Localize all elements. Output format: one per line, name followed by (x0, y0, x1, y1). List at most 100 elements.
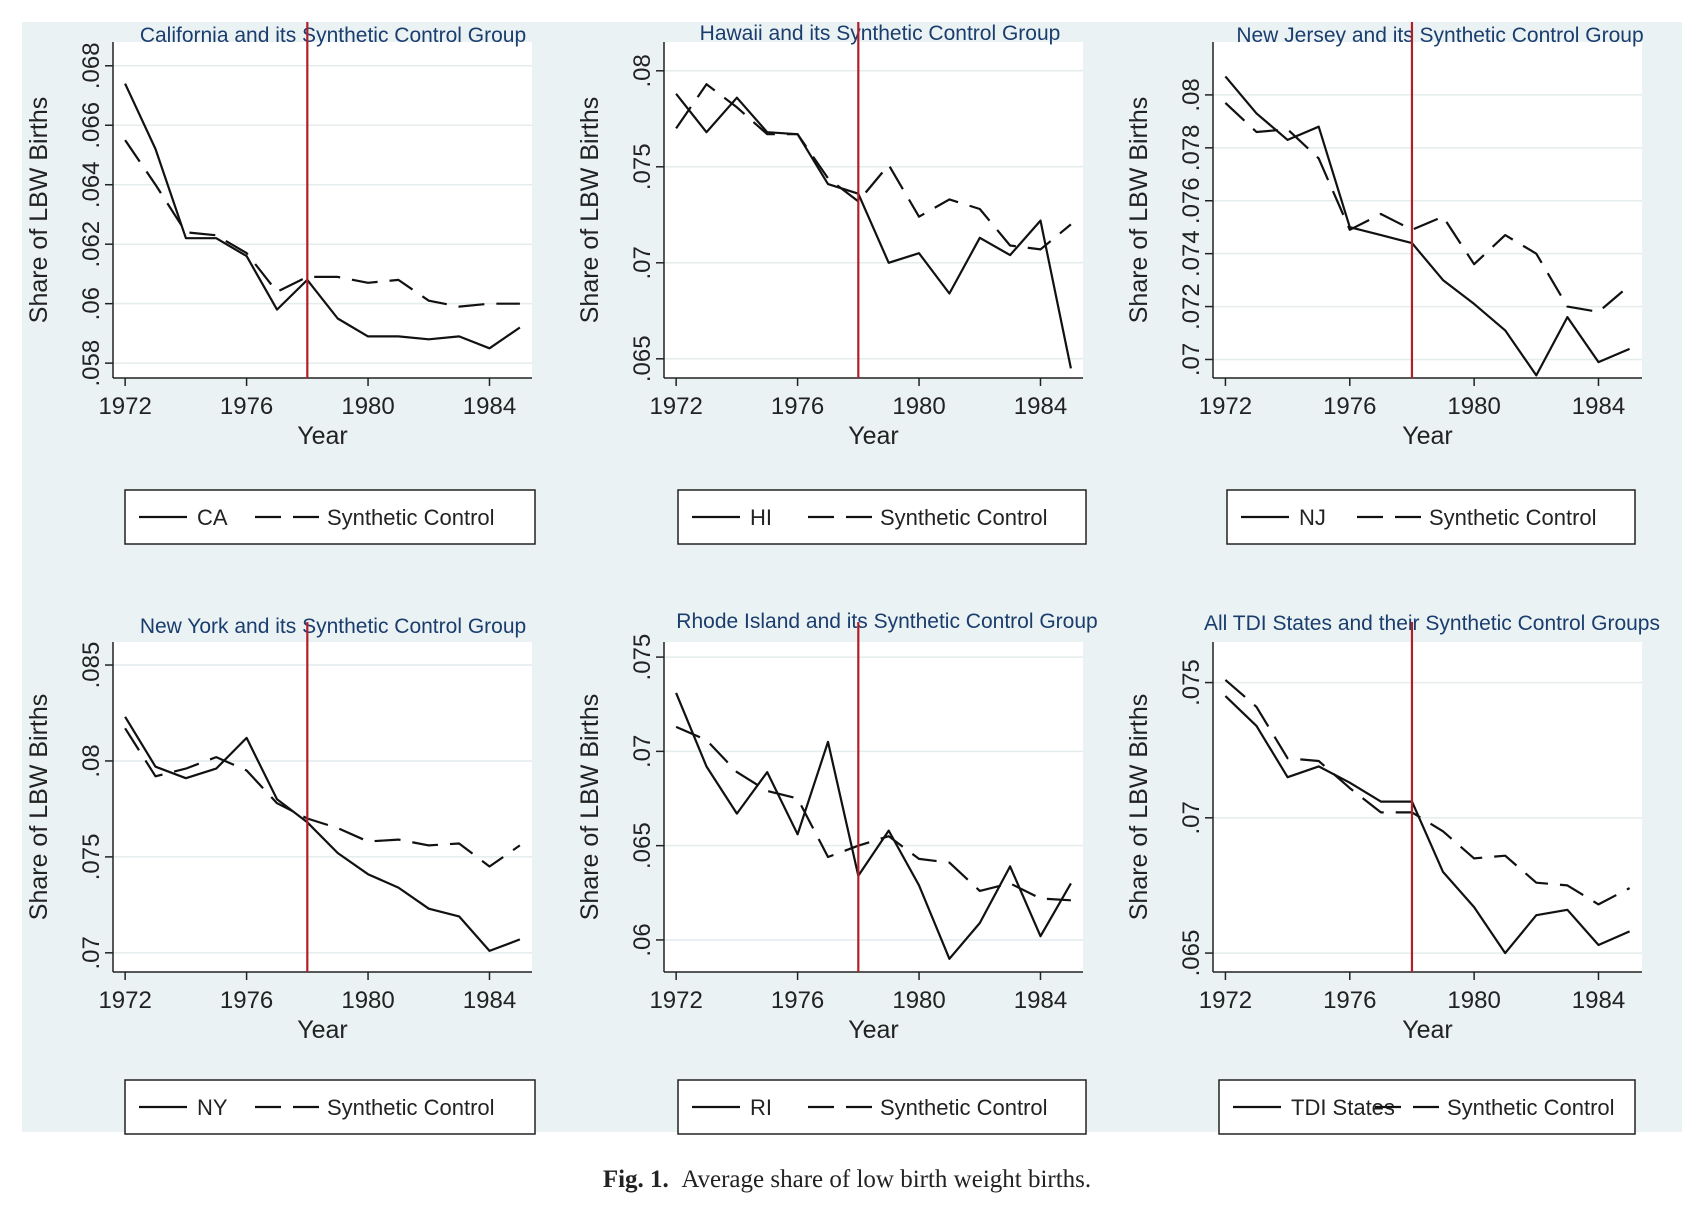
y-axis-label: Share of LBW Births (576, 694, 604, 920)
plot-area (113, 642, 532, 972)
series-line-treated (675, 692, 1072, 960)
x-tick-label: 1976 (1323, 393, 1376, 420)
x-tick-label: 1976 (1323, 987, 1376, 1014)
legend-label: Synthetic Control (327, 505, 495, 530)
y-tick-label: .066 (78, 102, 105, 149)
y-tick-label: .075 (78, 834, 105, 881)
y-tick-label: .06 (629, 923, 656, 956)
x-tick-label: 1976 (771, 393, 824, 420)
x-tick-label: 1984 (463, 393, 516, 420)
legend-label: Synthetic Control (1447, 1095, 1615, 1120)
y-tick-label: .064 (78, 161, 105, 208)
chart-panel-6: All TDI States and their Synthetic Contr… (1125, 612, 1660, 1135)
x-tick-label: 1972 (649, 393, 702, 420)
y-tick-label: .078 (1178, 124, 1205, 171)
y-tick-label: .065 (1178, 930, 1205, 977)
y-axis-label: Share of LBW Births (1125, 97, 1153, 323)
x-tick-label: 1976 (771, 987, 824, 1014)
series-line-treated (675, 93, 1072, 369)
x-tick-label: 1980 (341, 987, 394, 1014)
y-tick-label: .075 (629, 634, 656, 681)
x-tick-label: 1980 (892, 987, 945, 1014)
legend-box (677, 489, 1087, 545)
y-tick-label: .07 (78, 936, 105, 969)
legend-box (124, 489, 536, 545)
x-axis-label: Year (848, 1016, 899, 1044)
x-tick-label: 1980 (1447, 393, 1500, 420)
x-tick-label: 1972 (649, 987, 702, 1014)
y-axis-label: Share of LBW Births (25, 97, 53, 323)
plot-area (1213, 642, 1642, 972)
series-line-synthetic (1224, 102, 1631, 313)
y-axis-label: Share of LBW Births (25, 694, 53, 920)
x-tick-label: 1980 (341, 393, 394, 420)
y-tick-label: .075 (629, 143, 656, 190)
legend-label: HI (750, 505, 772, 530)
x-tick-label: 1972 (1199, 393, 1252, 420)
chart-title: California and its Synthetic Control Gro… (140, 24, 526, 47)
y-tick-label: .06 (78, 287, 105, 320)
x-tick-label: 1980 (892, 393, 945, 420)
chart-title: Rhode Island and its Synthetic Control G… (676, 610, 1097, 633)
x-axis-label: Year (1402, 422, 1453, 450)
legend-label: RI (750, 1095, 772, 1120)
chart-panel-3: New Jersey and its Synthetic Control Gro… (1125, 22, 1644, 545)
x-tick-label: 1980 (1447, 987, 1500, 1014)
series-line-synthetic (124, 139, 520, 308)
series-line-treated (124, 83, 521, 350)
x-tick-label: 1972 (98, 393, 151, 420)
y-axis-label: Share of LBW Births (576, 97, 604, 323)
x-tick-label: 1984 (463, 987, 516, 1014)
plot-area (664, 42, 1083, 378)
legend-box (124, 1079, 536, 1135)
plot-area (113, 42, 532, 378)
series-line-synthetic (124, 727, 521, 868)
legend-label: NJ (1299, 505, 1326, 530)
x-tick-label: 1984 (1572, 393, 1625, 420)
x-tick-label: 1984 (1572, 987, 1625, 1014)
y-tick-label: .058 (78, 340, 105, 387)
chart-panel-2: Hawaii and its Synthetic Control Group .0… (576, 22, 1087, 545)
chart-title: New York and its Synthetic Control Group (140, 615, 526, 638)
x-tick-label: 1984 (1014, 393, 1067, 420)
y-tick-label: .07 (1178, 343, 1205, 376)
x-tick-label: 1972 (1199, 987, 1252, 1014)
y-tick-label: .085 (78, 642, 105, 689)
legend-box (677, 1079, 1087, 1135)
series-line-synthetic (675, 725, 1071, 902)
x-axis-label: Year (848, 422, 899, 450)
y-tick-label: .08 (78, 744, 105, 777)
y-tick-label: .07 (629, 735, 656, 768)
plot-area (1213, 42, 1642, 378)
y-tick-label: .07 (1178, 801, 1205, 834)
plot-area (664, 642, 1083, 972)
chart-title: Hawaii and its Synthetic Control Group (700, 22, 1061, 45)
y-tick-label: .075 (1178, 659, 1205, 706)
chart-title: All TDI States and their Synthetic Contr… (1204, 612, 1660, 635)
y-tick-label: .08 (629, 54, 656, 87)
legend-label: CA (197, 505, 228, 530)
series-line-synthetic (1224, 679, 1631, 906)
chart-title: New Jersey and its Synthetic Control Gro… (1236, 24, 1643, 47)
x-tick-label: 1972 (98, 987, 151, 1014)
figure-caption-label: Fig. 1. (602, 1166, 669, 1193)
y-tick-label: .076 (1178, 177, 1205, 224)
figure-caption-text: Average share of low birth weight births… (681, 1166, 1092, 1193)
x-tick-label: 1976 (220, 393, 273, 420)
x-tick-label: 1976 (220, 987, 273, 1014)
series-line-treated (124, 716, 521, 953)
x-axis-label: Year (297, 1016, 348, 1044)
y-tick-label: .07 (629, 246, 656, 279)
legend-label: NY (197, 1095, 228, 1120)
y-tick-label: .08 (1178, 78, 1205, 111)
legend-label: Synthetic Control (880, 1095, 1048, 1120)
x-tick-label: 1984 (1014, 987, 1067, 1014)
legend-box (1226, 489, 1636, 545)
legend-label: Synthetic Control (327, 1095, 495, 1120)
chart-panel-1: California and its Synthetic Control Gro… (25, 22, 536, 545)
figure-caption: Fig. 1. Average share of low birth weigh… (0, 1166, 1694, 1194)
y-axis-label: Share of LBW Births (1125, 694, 1153, 920)
x-axis-label: Year (297, 422, 348, 450)
y-tick-label: .065 (629, 822, 656, 869)
